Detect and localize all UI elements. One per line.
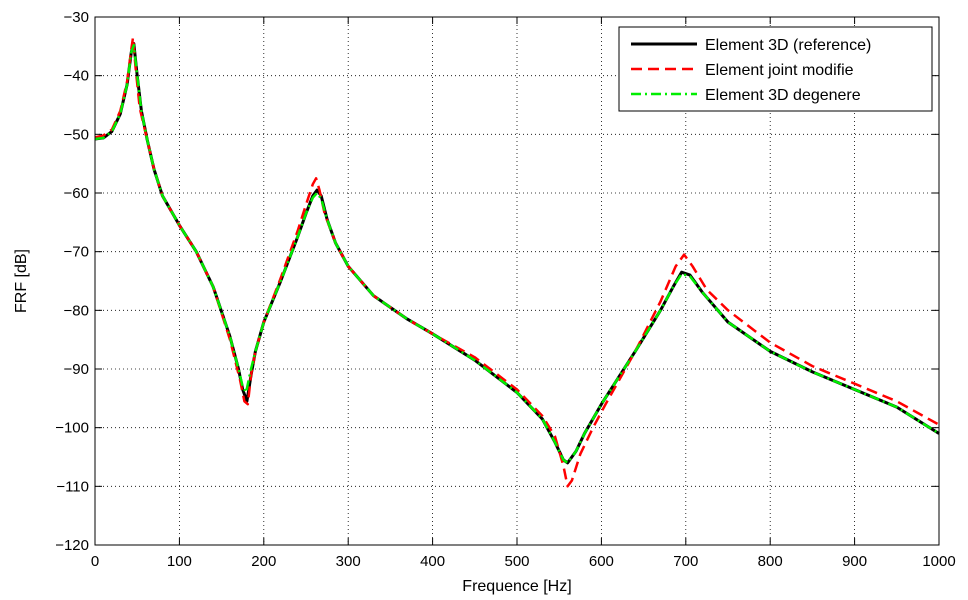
y-tick-labels: −120 −110 −100 −90 −80 −70 −60 −50 −40 −30 bbox=[55, 9, 89, 554]
series-lines bbox=[94, 36, 940, 488]
x-tick-label: 0 bbox=[91, 553, 99, 570]
legend: Element 3D (reference) Element joint modi… bbox=[618, 26, 933, 112]
y-tick-label: −120 bbox=[55, 537, 89, 554]
x-tick-label: 700 bbox=[673, 553, 698, 570]
series-line-3 bbox=[94, 43, 940, 465]
x-axis-label: Frequence [Hz] bbox=[462, 578, 571, 595]
y-tick-label: −90 bbox=[64, 361, 89, 378]
grid-lines bbox=[95, 17, 939, 545]
y-tick-label: −50 bbox=[64, 126, 89, 143]
x-tick-label: 800 bbox=[758, 553, 783, 570]
x-tick-labels: 0 100 200 300 400 500 600 700 800 900 1000 bbox=[91, 553, 956, 570]
x-tick-label: 400 bbox=[420, 553, 445, 570]
y-tick-label: −110 bbox=[56, 478, 89, 495]
legend-label-3: Element 3D degenere bbox=[705, 87, 861, 104]
legend-label-2: Element joint modifie bbox=[705, 62, 854, 79]
y-tick-label: −30 bbox=[64, 9, 89, 26]
y-tick-label: −70 bbox=[64, 244, 89, 261]
x-tick-label: 900 bbox=[842, 553, 867, 570]
x-tick-label: 300 bbox=[336, 553, 361, 570]
y-tick-label: −100 bbox=[55, 420, 89, 437]
x-tick-label: 500 bbox=[504, 553, 529, 570]
legend-label-1: Element 3D (reference) bbox=[705, 37, 871, 54]
y-axis-label: FRF [dB] bbox=[13, 249, 30, 313]
x-tick-label: 600 bbox=[589, 553, 614, 570]
y-tick-label: −40 bbox=[64, 68, 89, 85]
y-tick-label: −60 bbox=[64, 185, 89, 202]
x-tick-label: 200 bbox=[251, 553, 276, 570]
y-tick-label: −80 bbox=[64, 302, 89, 319]
x-tick-label: 1000 bbox=[922, 553, 955, 570]
x-tick-label: 100 bbox=[167, 553, 192, 570]
axis-ticks bbox=[94, 16, 940, 546]
